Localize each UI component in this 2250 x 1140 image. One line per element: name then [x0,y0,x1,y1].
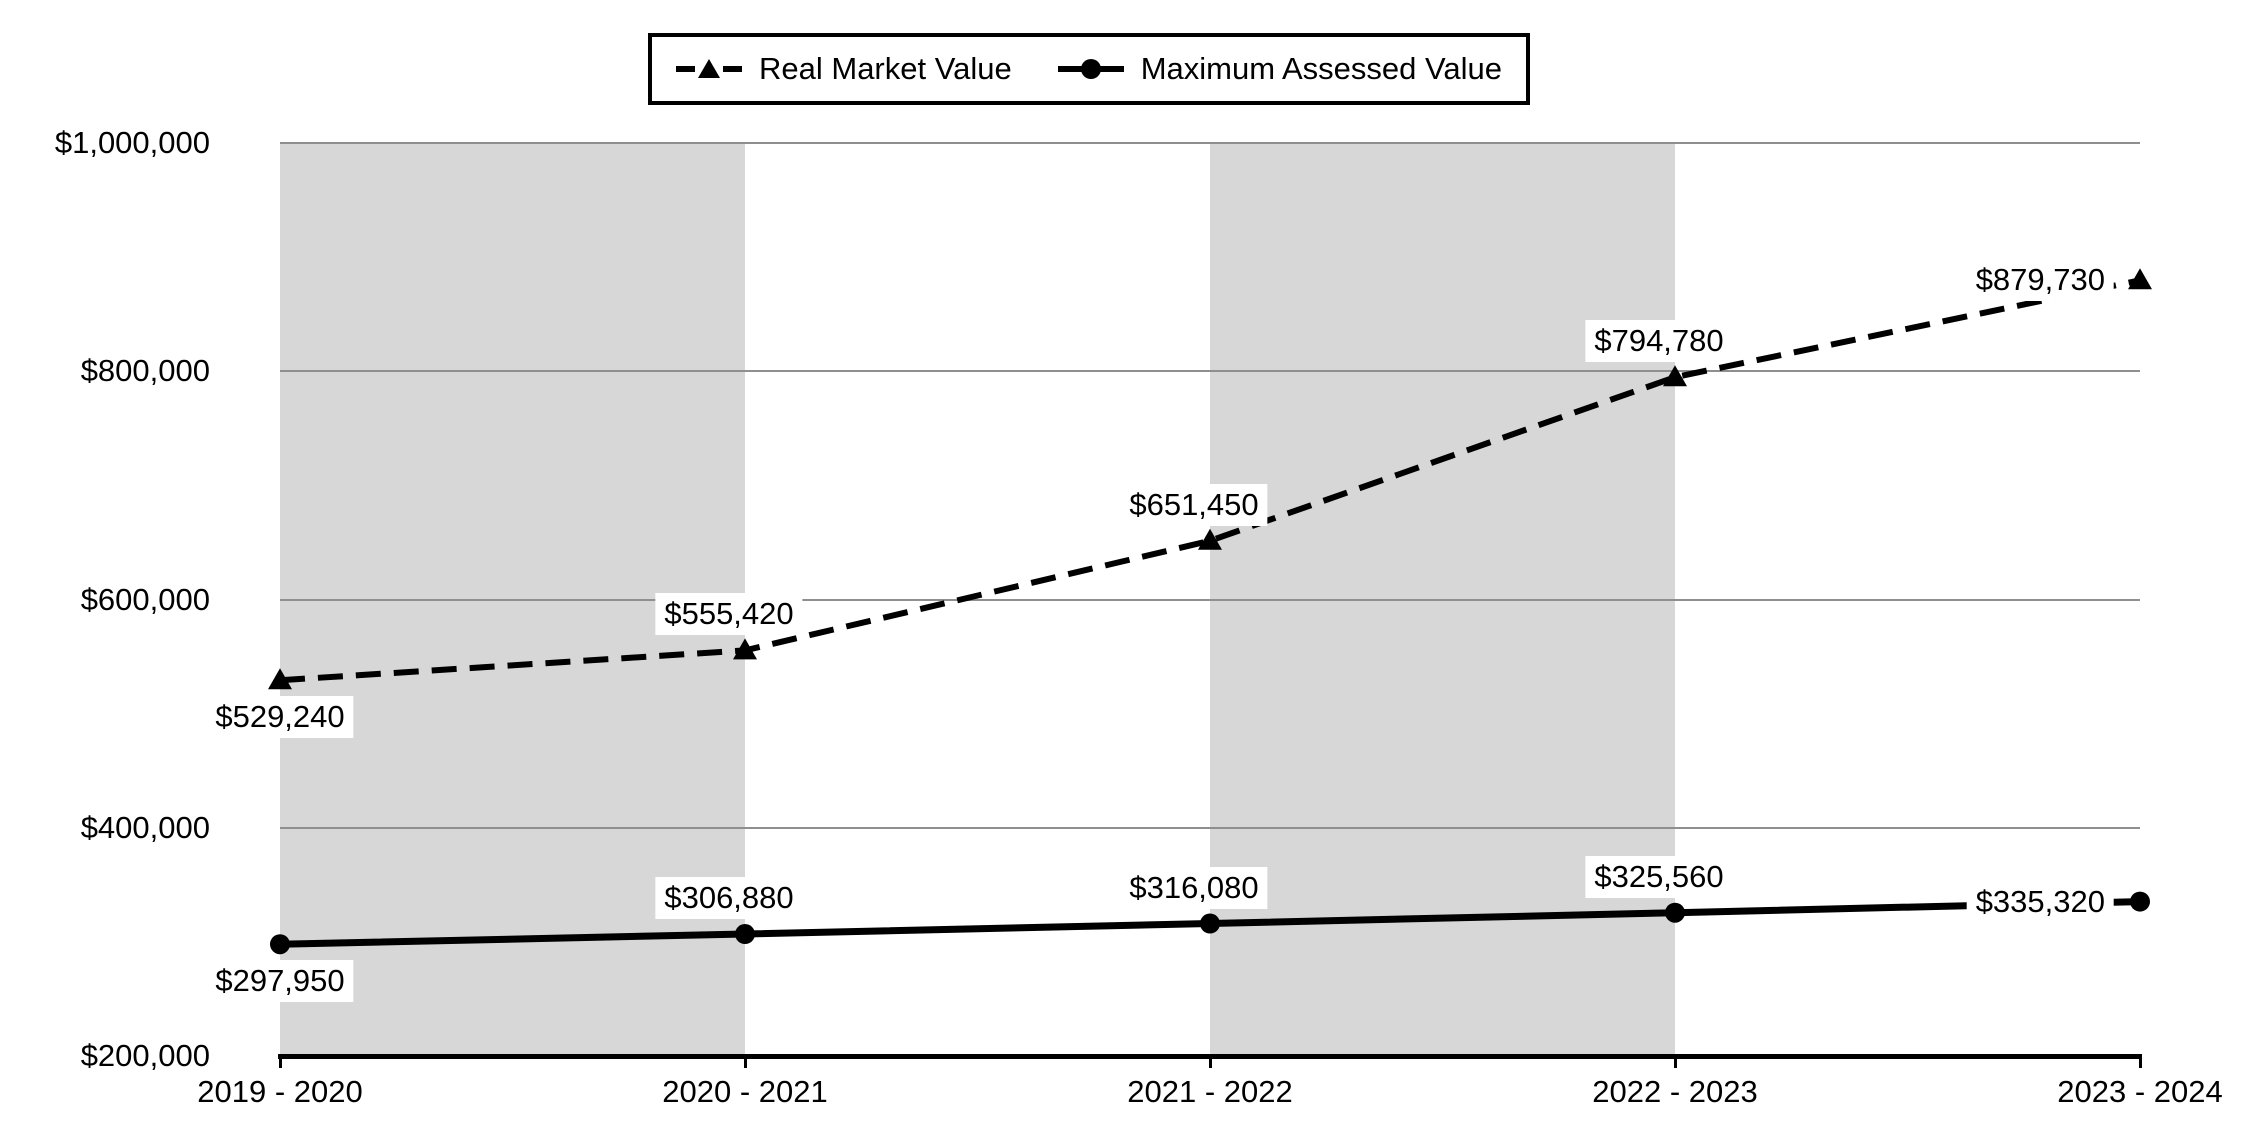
legend-item-real-market-value: Real Market Value [676,51,1012,87]
x-axis-tick [1209,1056,1212,1068]
y-axis-label: $200,000 [80,1038,210,1073]
triangle-marker [268,668,292,690]
triangle-marker [733,638,757,660]
data-label: $555,420 [655,593,803,636]
triangle-marker [1663,365,1687,387]
legend-label-maximum-assessed-value: Maximum Assessed Value [1140,51,1502,86]
gridline-$1,000,000 [280,142,2140,144]
legend: Real Market Value Maximum Assessed Value [648,33,1530,105]
x-axis-label: 2020 - 2021 [662,1074,828,1109]
data-label: $335,320 [1966,880,2114,923]
x-axis-label: 2021 - 2022 [1127,1074,1293,1109]
y-axis-label: $600,000 [80,581,210,617]
data-label: $316,080 [1120,866,1268,909]
y-axis-label: $800,000 [80,353,210,389]
circle-marker [735,924,755,945]
data-label: $529,240 [206,696,354,739]
x-axis-tick [279,1056,282,1068]
gridline-$400,000 [280,826,2140,829]
legend-item-maximum-assessed-value: Maximum Assessed Value [1057,51,1502,87]
y-axis-label: $1,000,000 [54,125,210,160]
dashed-line-triangle-icon [676,59,742,78]
x-axis-label: 2022 - 2023 [1592,1074,1758,1109]
data-label: $297,950 [206,960,354,1003]
x-axis-tick [1674,1056,1677,1068]
x-axis-tick [744,1056,747,1068]
triangle-marker [2128,268,2152,290]
legend-label-real-market-value: Real Market Value [759,51,1012,86]
gridline-$800,000 [280,370,2140,373]
x-axis-tick [2139,1056,2142,1068]
data-label: $325,560 [1585,855,1733,898]
data-label: $794,780 [1585,320,1733,363]
y-axis-label: $400,000 [80,809,210,845]
series-line-real-market-value [279,277,2141,684]
x-axis-label: 2019 - 2020 [197,1074,363,1109]
triangle-marker [1198,528,1222,550]
gridline-$600,000 [280,598,2140,601]
circle-marker [2130,891,2150,912]
circle-marker [1200,913,1220,934]
circle-marker [270,934,290,955]
data-label: $306,880 [655,877,803,920]
data-label: $651,450 [1120,483,1268,526]
x-axis-label: 2023 - 2024 [2057,1074,2223,1109]
solid-line-circle-icon [1057,59,1124,79]
data-label: $879,730 [1966,259,2114,302]
circle-marker [1665,902,1685,923]
